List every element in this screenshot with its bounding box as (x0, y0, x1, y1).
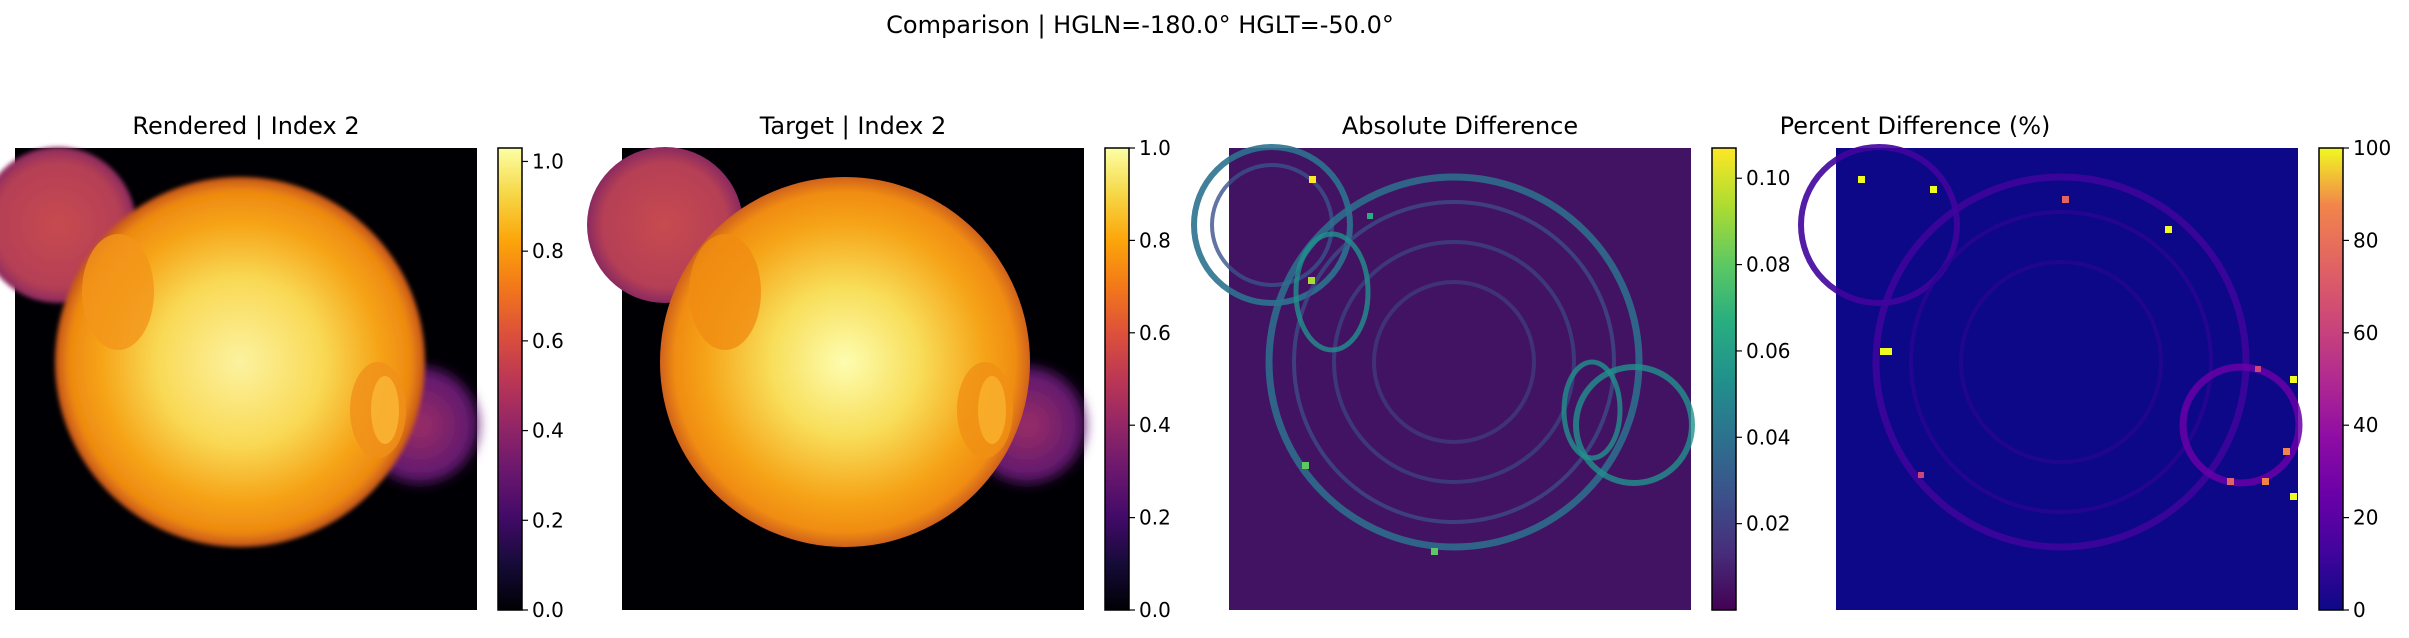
colorbar-tick-label: 0.0 (532, 598, 564, 622)
colorbar-tick-label: 0 (2353, 598, 2366, 622)
heatmap-image-percent-difference (1798, 144, 2303, 610)
colorbar-tick-label: 60 (2353, 321, 2378, 345)
heatmap-image-absolute-difference (1191, 144, 1695, 610)
colorbar-tick-label: 0.08 (1746, 253, 1791, 277)
colorbar-tick-label: 0.06 (1746, 339, 1791, 363)
panel-title-percent-difference: Percent Difference (%) (1780, 112, 2051, 140)
colorbar-tick-label: 100 (2353, 136, 2391, 160)
panel-percent-difference: Percent Difference (%) 0 20 40 60 80 100 (1780, 112, 2392, 622)
panel-rendered: Rendered | Index 2 0.0 0.2 0.4 0.6 0.8 1.0 (0, 112, 564, 622)
colorbar-tick-label: 80 (2353, 228, 2378, 252)
colorbar-tick-label: 0.0 (1139, 598, 1171, 622)
colorbar-tick-label: 1.0 (1139, 136, 1171, 160)
colorbar-tick-label: 0.4 (532, 419, 564, 443)
panel-title-target: Target | Index 2 (759, 112, 947, 140)
colorbar-absolute-difference (1711, 147, 1737, 611)
colorbar-tick-label: 0.6 (1139, 321, 1171, 345)
colorbar-rendered (497, 147, 523, 611)
colorbar-tick-label: 0.04 (1746, 425, 1791, 449)
colorbar-tick-label: 0.8 (532, 239, 564, 263)
panel-target: Target | Index 2 0.0 0.2 0.4 0.6 0.8 1.0 (587, 112, 1171, 622)
heatmap-image-target (587, 147, 1085, 610)
colorbar-target (1104, 147, 1130, 611)
colorbar-tick-label: 0.4 (1139, 413, 1171, 437)
panel-title-rendered: Rendered | Index 2 (132, 112, 359, 140)
colorbar-tick-label: 0.6 (532, 329, 564, 353)
colorbar-tick-label: 0.2 (1139, 506, 1171, 530)
colorbar-percent-difference (2318, 147, 2344, 611)
colorbar-tick-label: 40 (2353, 413, 2378, 437)
colorbar-tick-label: 0.10 (1746, 166, 1791, 190)
colorbar-tick-label: 1.0 (532, 149, 564, 173)
heatmap-image-rendered (0, 147, 478, 610)
colorbar-tick-label: 20 (2353, 506, 2378, 530)
colorbar-tick-label: 0.8 (1139, 228, 1171, 252)
colorbar-tick-label: 0.2 (532, 508, 564, 532)
figure-suptitle: Comparison | HGLN=-180.0° HGLT=-50.0° (886, 11, 1394, 39)
panel-absolute-difference: Absolute Difference 0.02 0.04 0.06 0.08 0.10 (1191, 112, 1791, 611)
panel-title-absolute-difference: Absolute Difference (1342, 112, 1578, 140)
colorbar-tick-label: 0.02 (1746, 512, 1791, 536)
